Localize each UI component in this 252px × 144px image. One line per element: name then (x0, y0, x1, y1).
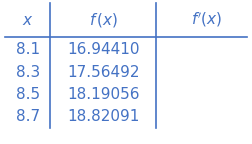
Text: 8.7: 8.7 (16, 109, 40, 124)
Text: 18.19056: 18.19056 (67, 87, 140, 102)
Text: 8.1: 8.1 (16, 42, 40, 57)
Text: 8.3: 8.3 (16, 65, 40, 79)
Text: 17.56492: 17.56492 (67, 65, 140, 79)
Text: $f^{\prime}(x)$: $f^{\prime}(x)$ (191, 11, 222, 30)
Text: 8.5: 8.5 (16, 87, 40, 102)
Text: $x$: $x$ (22, 13, 34, 28)
Text: 18.82091: 18.82091 (67, 109, 140, 124)
Text: 16.94410: 16.94410 (67, 42, 140, 57)
Text: $f\,(x)$: $f\,(x)$ (89, 11, 118, 29)
